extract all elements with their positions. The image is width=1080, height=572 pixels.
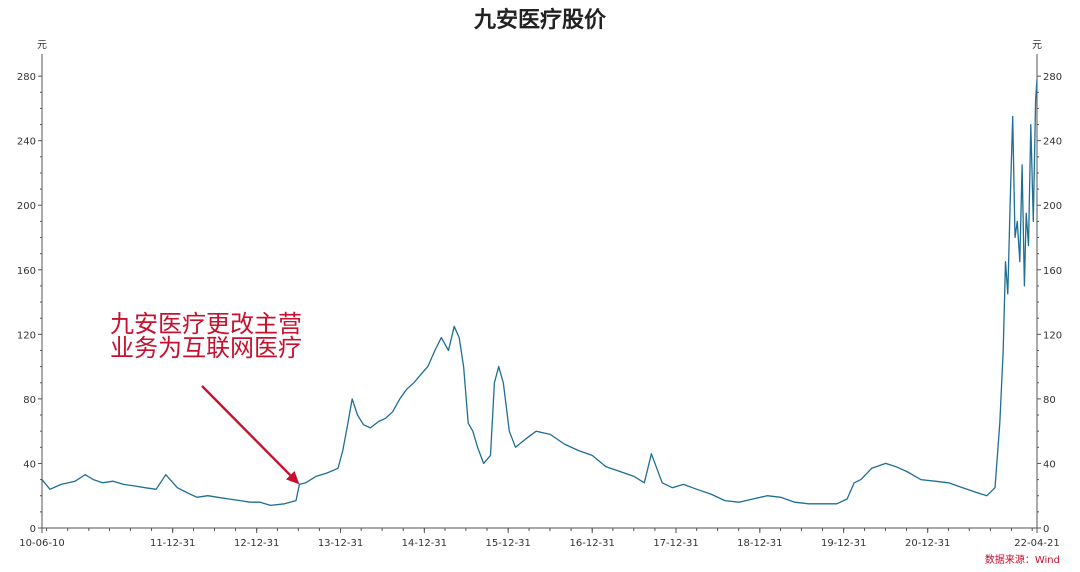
right-y-tick-label: 80 (1043, 395, 1056, 406)
x-tick-label: 10-06-10 (19, 538, 64, 549)
annotation-line-1: 九安医疗更改主营 (110, 310, 302, 338)
left-y-tick-label: 0 (30, 524, 36, 535)
right-y-tick-label: 0 (1043, 524, 1049, 535)
data-source: 数据来源：Wind (985, 553, 1060, 566)
right-y-tick-label: 160 (1043, 266, 1062, 277)
left-y-tick-label: 80 (23, 395, 36, 406)
left-y-tick-label: 40 (23, 459, 36, 470)
annotation-arrow (201, 385, 292, 477)
chart-title: 九安医疗股价 (473, 7, 607, 33)
x-tick-label: 19-12-31 (821, 538, 866, 549)
x-tick-label: 20-12-31 (905, 538, 950, 549)
x-tick-label: 22-04-21 (1014, 538, 1059, 549)
right-y-axis: 0 40 80 120 160 200 240 280 (1036, 54, 1062, 535)
x-tick-label: 12-12-31 (234, 538, 279, 549)
right-y-tick-label: 240 (1043, 137, 1062, 148)
x-tick-label: 14-12-31 (402, 538, 447, 549)
right-y-tick-label: 40 (1043, 459, 1056, 470)
left-y-tick-label: 280 (17, 72, 36, 83)
price-line (41, 79, 1038, 507)
left-y-tick-label: 200 (17, 201, 36, 212)
left-y-tick-label: 160 (17, 266, 36, 277)
right-y-tick-label: 120 (1043, 330, 1062, 341)
left-y-tick-label: 120 (17, 330, 36, 341)
x-axis: 10-06-10 11-12-31 12-12-31 13-12-31 14-12-31… (19, 527, 1060, 549)
right-y-tick-label: 280 (1043, 72, 1062, 83)
x-tick-label: 18-12-31 (737, 538, 782, 549)
x-tick-label: 11-12-31 (150, 538, 195, 549)
annotation-line-2: 业务为互联网医疗 (110, 334, 302, 362)
right-y-tick-label: 200 (1043, 201, 1062, 212)
left-y-tick-label: 240 (17, 137, 36, 148)
x-tick-label: 13-12-31 (318, 538, 363, 549)
x-tick-label: 17-12-31 (653, 538, 698, 549)
x-tick-label: 16-12-31 (570, 538, 615, 549)
left-y-unit: 元 (37, 40, 47, 51)
annotation-arrowhead (286, 471, 300, 485)
right-y-unit: 元 (1032, 40, 1042, 51)
x-tick-label: 15-12-31 (485, 538, 530, 549)
left-y-axis: 0 40 80 120 160 200 240 280 (17, 54, 43, 535)
